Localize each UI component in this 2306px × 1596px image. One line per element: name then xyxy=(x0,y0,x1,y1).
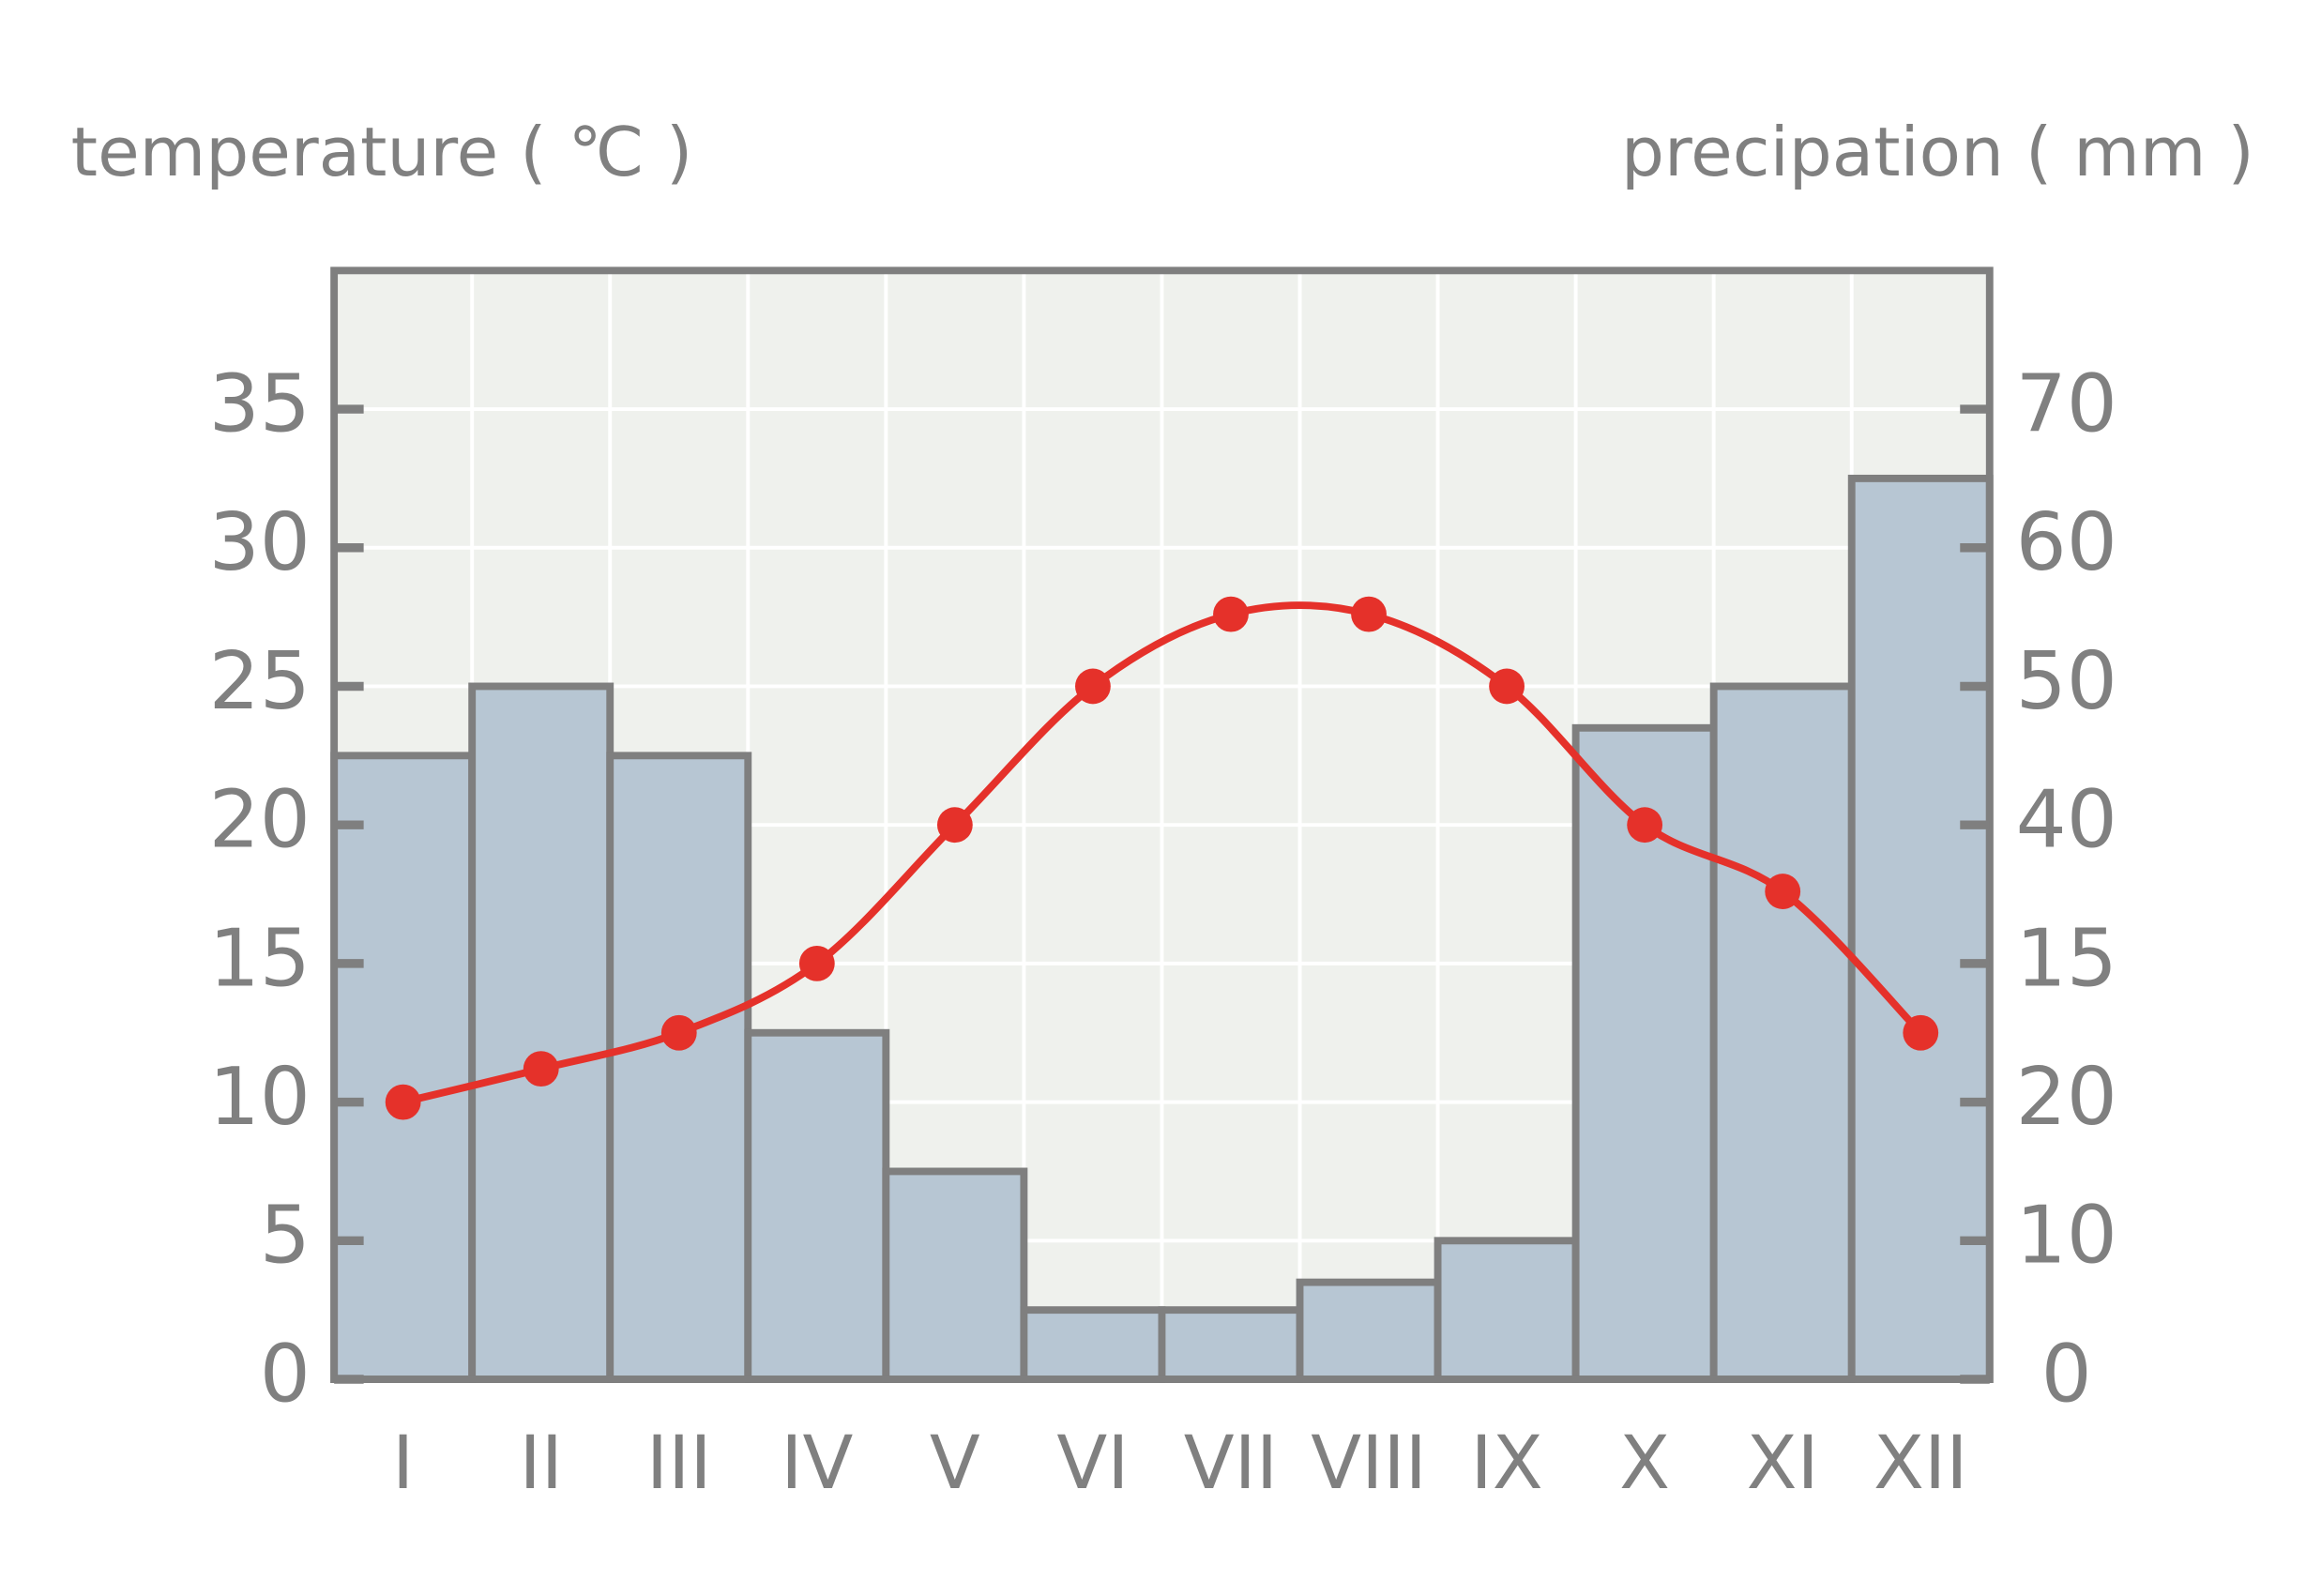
y2-tick-label: 70 xyxy=(2016,357,2117,450)
x-tick-label: III xyxy=(646,1420,712,1506)
y-axis-title: temperature ( ℃ ) xyxy=(71,114,693,192)
y-tick-label: 35 xyxy=(209,357,311,450)
y-tick-label: 15 xyxy=(209,912,311,1005)
y2-tick-label: 60 xyxy=(2016,496,2117,589)
y2-tick-label: 20 xyxy=(2016,1051,2117,1144)
x-tick-label: IX xyxy=(1470,1420,1542,1506)
bar xyxy=(1709,682,1856,1383)
temperature-point xyxy=(798,945,835,981)
temperature-point xyxy=(1627,807,1663,844)
x-tick-label: IV xyxy=(781,1420,853,1506)
temperature-point xyxy=(1075,668,1111,705)
bar xyxy=(1020,1306,1166,1383)
y2-tick-label: 0 xyxy=(2041,1328,2092,1421)
bar xyxy=(330,752,477,1383)
y-tick-label: 0 xyxy=(260,1328,311,1421)
x-tick-label: II xyxy=(519,1420,562,1506)
x-tick-label: I xyxy=(392,1420,414,1506)
bar xyxy=(606,752,752,1383)
temperature-point xyxy=(936,807,973,844)
y-tick-label: 25 xyxy=(209,635,311,728)
y2-tick-label: 15 xyxy=(2016,912,2117,1005)
temperature-point xyxy=(1351,596,1387,632)
x-tick-label: XII xyxy=(1874,1420,1967,1506)
temperature-point xyxy=(660,1014,697,1051)
temperature-point xyxy=(1903,1014,1939,1051)
y-tick-label: 30 xyxy=(209,496,311,589)
y2-tick-label: 40 xyxy=(2016,774,2117,867)
y2-tick-label: 50 xyxy=(2016,635,2117,728)
x-tick-label: X xyxy=(1619,1420,1670,1506)
bar xyxy=(1296,1278,1442,1383)
x-tick-label: VI xyxy=(1056,1420,1129,1506)
temperature-point xyxy=(523,1051,559,1087)
y-tick-label: 20 xyxy=(209,774,311,867)
temperature-point xyxy=(1765,874,1801,909)
temperature-point xyxy=(1213,596,1249,632)
x-tick-label: VIII xyxy=(1311,1420,1427,1506)
x-tick-label: V xyxy=(930,1420,980,1506)
temperature-point xyxy=(1489,668,1525,705)
y2-tick-label: 10 xyxy=(2016,1190,2117,1283)
x-tick-label: VII xyxy=(1184,1420,1278,1506)
bar xyxy=(1434,1237,1580,1383)
bar xyxy=(468,682,614,1383)
y-tick-label: 5 xyxy=(260,1190,311,1283)
y2-axis-title: precipation ( mm ) xyxy=(1621,114,2254,192)
bar xyxy=(882,1167,1028,1383)
x-tick-label: XI xyxy=(1747,1420,1819,1506)
bar xyxy=(744,1028,890,1383)
bar xyxy=(1158,1306,1304,1383)
y-tick-label: 10 xyxy=(209,1051,311,1144)
temperature-point xyxy=(385,1084,421,1120)
